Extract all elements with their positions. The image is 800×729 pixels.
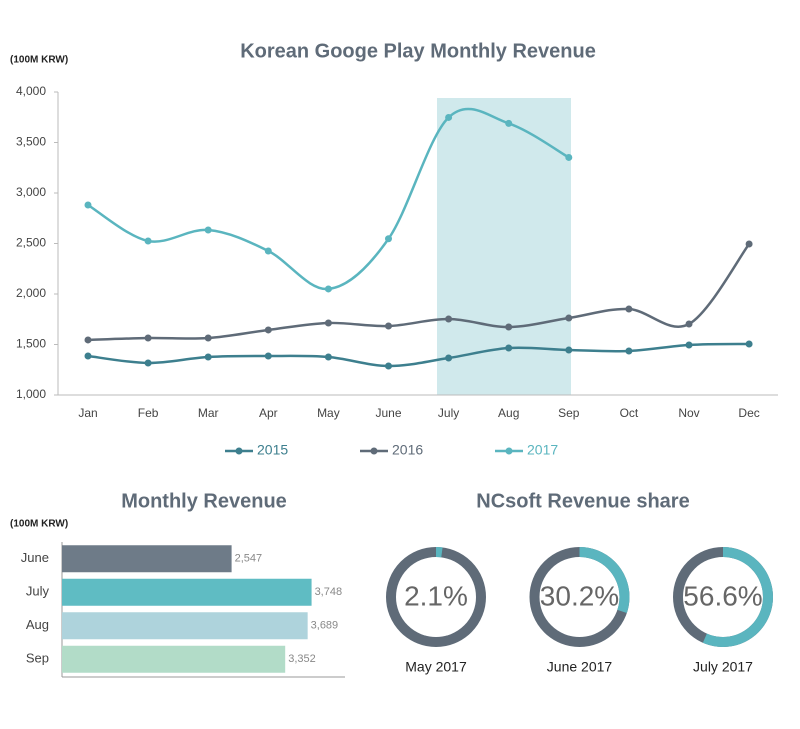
x-tick-label: May: [317, 406, 340, 420]
donut-arc: [702, 547, 773, 647]
chart-title: NCsoft Revenue share: [476, 490, 689, 512]
data-point: [144, 359, 152, 367]
x-tick-label: Dec: [738, 406, 759, 420]
data-point: [745, 340, 753, 348]
data-point: [565, 153, 573, 161]
data-point: [324, 285, 332, 293]
y-tick-label: 3,500: [16, 135, 46, 149]
data-point: [685, 320, 693, 328]
y-tick-label: Sep: [26, 651, 49, 666]
data-point: [625, 305, 633, 313]
x-tick-label: Apr: [259, 406, 278, 420]
data-point: [385, 362, 392, 370]
data-point: [204, 226, 212, 234]
data-point: [625, 347, 633, 355]
data-point: [445, 315, 453, 323]
legend-swatch: [505, 447, 513, 455]
y-unit: (100M KRW): [10, 55, 68, 66]
donut-value: 30.2%: [540, 580, 619, 611]
y-tick-label: 1,000: [16, 387, 46, 401]
data-point: [84, 201, 92, 209]
data-point: [505, 119, 513, 127]
value-label: 3,352: [288, 653, 316, 665]
data-point: [264, 352, 272, 360]
data-point: [144, 237, 152, 245]
series-line: [87, 107, 570, 291]
value-label: 3,689: [311, 620, 339, 632]
legend-swatch: [235, 447, 243, 455]
x-tick-label: Oct: [620, 406, 639, 420]
data-point: [204, 334, 212, 342]
donut-arc: [579, 547, 630, 614]
donut-label: June 2017: [547, 659, 613, 675]
bar: [62, 645, 286, 673]
x-tick-label: Sep: [558, 406, 580, 420]
donut-label: May 2017: [405, 659, 467, 675]
data-point: [505, 344, 513, 352]
series-line: [87, 342, 750, 368]
data-point: [385, 322, 392, 330]
y-tick-label: Aug: [26, 617, 49, 632]
y-tick-label: July: [26, 584, 50, 599]
data-point: [84, 352, 92, 360]
chart-title: Monthly Revenue: [121, 490, 287, 512]
x-tick-label: Mar: [198, 406, 219, 420]
data-point: [264, 247, 272, 255]
data-point: [264, 326, 272, 334]
data-point: [385, 235, 392, 243]
value-label: 3,748: [315, 586, 343, 598]
data-point: [505, 323, 513, 331]
x-tick-label: July: [438, 406, 459, 420]
legend-label: 2017: [527, 442, 558, 458]
y-tick-label: 4,000: [16, 84, 46, 98]
data-point: [565, 314, 573, 322]
bar: [62, 545, 232, 573]
y-tick-label: 3,000: [16, 185, 46, 199]
data-point: [745, 240, 753, 248]
y-tick-label: 1,500: [16, 337, 46, 351]
donut-value: 2.1%: [404, 580, 468, 611]
y-tick-label: 2,000: [16, 286, 46, 300]
legend-label: 2016: [392, 442, 423, 458]
y-tick-label: June: [21, 550, 49, 565]
legend-label: 2015: [257, 442, 288, 458]
data-point: [324, 319, 332, 327]
data-point: [84, 336, 92, 344]
series-line: [87, 243, 751, 342]
legend-swatch: [370, 447, 378, 455]
x-tick-label: Jan: [78, 406, 97, 420]
data-point: [685, 341, 693, 349]
data-point: [565, 346, 573, 354]
value-label: 2,547: [235, 553, 263, 565]
x-tick-label: Feb: [138, 406, 159, 420]
bar: [62, 612, 308, 640]
highlight-band: [437, 98, 571, 395]
y-tick-label: 2,500: [16, 236, 46, 250]
x-unit: (100M KRW): [10, 519, 68, 530]
data-point: [445, 113, 453, 121]
x-tick-label: June: [375, 406, 401, 420]
x-tick-label: Nov: [678, 406, 699, 420]
data-point: [144, 334, 152, 342]
donut-value: 56.6%: [683, 580, 762, 611]
x-tick-label: Aug: [498, 406, 519, 420]
data-point: [445, 354, 453, 362]
data-point: [204, 353, 212, 361]
chart-title: Korean Googe Play Monthly Revenue: [240, 40, 596, 62]
bar: [62, 578, 312, 606]
donut-label: July 2017: [693, 659, 753, 675]
data-point: [324, 353, 332, 361]
